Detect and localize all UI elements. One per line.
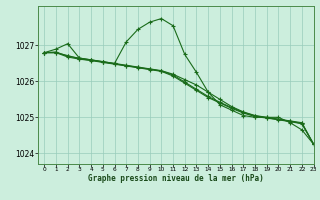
X-axis label: Graphe pression niveau de la mer (hPa): Graphe pression niveau de la mer (hPa) — [88, 174, 264, 183]
